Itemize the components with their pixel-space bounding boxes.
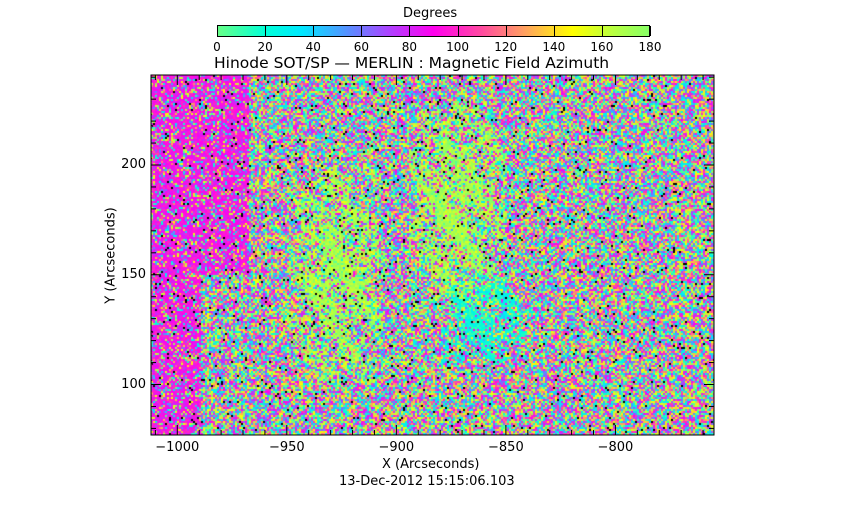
plot-frame [150, 74, 715, 436]
y-tick-label: 150 [121, 266, 146, 282]
colorbar-label: Degrees [403, 6, 458, 21]
colorbar-tick-label: 80 [401, 40, 418, 54]
colorbar-tick-label: 180 [638, 40, 662, 54]
colorbar-tick-label: 120 [494, 40, 518, 54]
x-tick-label: −800 [597, 440, 634, 455]
colorbar-tick [409, 26, 411, 36]
colorbar-tick [505, 26, 507, 36]
colorbar-tick-label: 60 [353, 40, 369, 54]
y-tick-label: 100 [121, 376, 146, 392]
colorbar-tick [650, 26, 651, 36]
colorbar-tick [601, 26, 603, 36]
colorbar-tick [457, 26, 459, 36]
x-tick-label: −900 [378, 440, 415, 455]
colorbar-tick-label: 40 [305, 40, 321, 54]
colorbar-tick [361, 26, 363, 36]
chart-title: Hinode SOT/SP — MERLIN : Magnetic Field … [214, 54, 610, 72]
timestamp: 13-Dec-2012 15:15:06.103 [339, 474, 515, 489]
colorbar-tick [217, 26, 218, 36]
x-tick-label: −1000 [155, 440, 200, 455]
azimuth-map-image [151, 75, 714, 435]
colorbar-tick [553, 26, 555, 36]
colorbar-tick-label: 140 [542, 40, 566, 54]
y-tick-label: 200 [121, 157, 146, 172]
x-axis-label: X (Arcseconds) [382, 457, 480, 472]
colorbar-tick-label: 20 [257, 40, 273, 54]
colorbar-tick-label: 160 [590, 40, 614, 54]
y-axis-label: Y (Arcseconds) [103, 207, 119, 304]
x-tick-label: −950 [268, 440, 305, 455]
x-tick-label: −850 [488, 440, 524, 455]
colorbar-tick-label: 100 [446, 40, 469, 54]
colorbar-tick [265, 26, 267, 36]
colorbar-tick-label: 0 [213, 40, 221, 54]
colorbar-tick [313, 26, 315, 36]
